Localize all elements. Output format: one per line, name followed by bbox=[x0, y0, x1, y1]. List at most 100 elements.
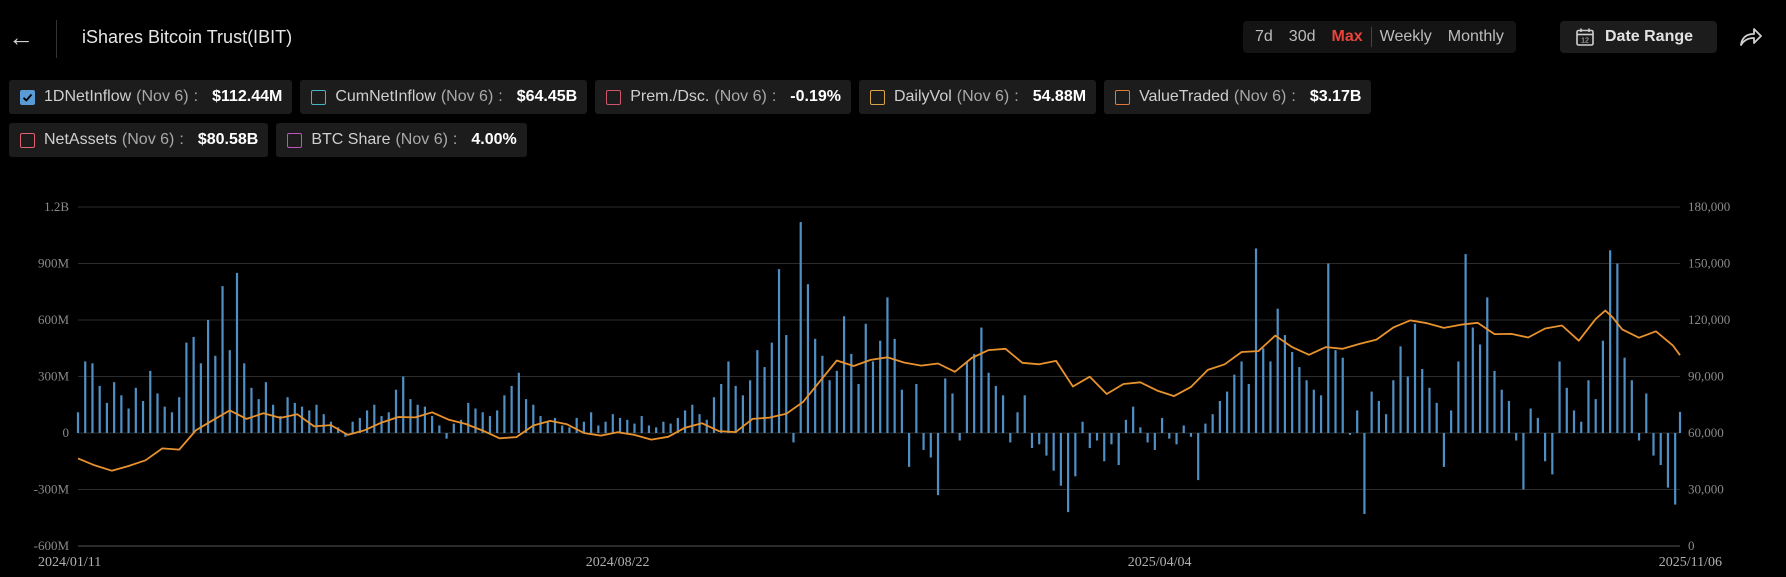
inflow-bar bbox=[503, 395, 506, 433]
legend-item-prem-dsc[interactable]: Prem./Dsc. (Nov 6): -0.19% bbox=[595, 80, 851, 114]
period-weekly-button[interactable]: Weekly bbox=[1379, 28, 1432, 45]
inflow-bar bbox=[496, 410, 499, 433]
checkbox-icon[interactable] bbox=[869, 89, 885, 105]
inflow-bar bbox=[568, 427, 571, 433]
inflow-bar bbox=[821, 355, 824, 433]
range-max-button[interactable]: Max bbox=[1331, 28, 1363, 45]
y-right-tick-label: 0 bbox=[1688, 538, 1695, 553]
inflow-bar bbox=[1580, 421, 1583, 433]
inflow-bar bbox=[864, 323, 867, 433]
svg-text:12: 12 bbox=[1581, 38, 1589, 45]
inflow-bar bbox=[1356, 410, 1359, 433]
inflow-bar bbox=[1565, 387, 1568, 433]
legend-date: (Nov 6) bbox=[714, 88, 767, 105]
legend-value: 4.00% bbox=[471, 131, 517, 148]
inflow-bar bbox=[1630, 380, 1633, 433]
inflow-bar bbox=[1095, 433, 1099, 441]
range-divider bbox=[1370, 27, 1372, 47]
inflow-bar bbox=[712, 397, 716, 433]
inflow-bar bbox=[322, 414, 325, 433]
inflow-bar bbox=[1269, 361, 1272, 433]
legend-label: CumNetInflow bbox=[335, 88, 436, 105]
checkbox-checked-icon[interactable] bbox=[20, 89, 35, 105]
inflow-bar bbox=[1486, 297, 1489, 433]
inflow-bar bbox=[279, 416, 282, 433]
range-7d-button[interactable]: 7d bbox=[1255, 28, 1273, 45]
y-right-tick-label: 150,000 bbox=[1688, 256, 1730, 271]
inflow-bar bbox=[929, 433, 932, 458]
inflow-bar bbox=[423, 406, 426, 433]
inflow-bar bbox=[293, 402, 296, 433]
checkbox-icon[interactable] bbox=[287, 132, 303, 148]
inflow-bar bbox=[647, 425, 651, 433]
back-arrow-icon[interactable]: ← bbox=[8, 22, 34, 52]
checkbox-icon[interactable] bbox=[1115, 89, 1131, 105]
inflow-bar bbox=[402, 376, 405, 433]
inflow-bar bbox=[1124, 419, 1128, 433]
inflow-bar bbox=[394, 389, 398, 433]
inflow-bar bbox=[1153, 433, 1156, 450]
inflow-bar bbox=[597, 425, 600, 433]
inflow-bar bbox=[842, 316, 846, 433]
legend-item-cumnetinflow[interactable]: CumNetInflow (Nov 6): $64.45B bbox=[300, 80, 588, 114]
inflow-bar bbox=[835, 370, 838, 433]
inflow-bar bbox=[1045, 433, 1048, 456]
inflow-bar bbox=[308, 410, 311, 433]
inflow-bar bbox=[1609, 250, 1612, 433]
inflow-bar bbox=[1276, 308, 1279, 433]
inflow-bar bbox=[134, 387, 137, 433]
inflow-bar bbox=[1218, 400, 1221, 433]
inflow-bar bbox=[1023, 395, 1026, 433]
inflow-bar bbox=[1406, 376, 1409, 433]
inflow-bar bbox=[915, 384, 918, 433]
inflow-bar bbox=[1262, 348, 1265, 433]
legend-item-btc-share[interactable]: BTC Share (Nov 6):4.00% bbox=[276, 123, 527, 157]
inflow-bar bbox=[1384, 414, 1388, 433]
legend-separator: : bbox=[1014, 88, 1019, 105]
inflow-bar bbox=[1038, 433, 1041, 445]
legend-item-valuetraded[interactable]: ValueTraded (Nov 6): $3.17B bbox=[1104, 80, 1372, 114]
checkbox-icon[interactable] bbox=[606, 89, 622, 105]
inflow-bar bbox=[149, 370, 152, 433]
inflow-bar bbox=[445, 433, 448, 439]
inflow-bar bbox=[1551, 433, 1554, 475]
legend-item-netassets[interactable]: NetAssets (Nov 6): $80.58B bbox=[9, 123, 269, 157]
legend-item-1dnetinflow[interactable]: 1DNetInflow (Nov 6): $112.44M bbox=[9, 80, 293, 114]
inflow-bar bbox=[1341, 357, 1344, 433]
legend-row-2: NetAssets (Nov 6): $80.58B BTC Share (Nov 6)… bbox=[9, 123, 535, 157]
legend-separator: : bbox=[498, 88, 503, 105]
inflow-bar bbox=[561, 425, 564, 433]
inflow-bar bbox=[206, 320, 210, 433]
legend-value: $80.58B bbox=[197, 131, 259, 148]
legend-item-dailyvol[interactable]: DailyVol (Nov 6):54.88M bbox=[858, 80, 1097, 114]
inflow-bar bbox=[170, 412, 174, 433]
inflow-bar bbox=[828, 380, 831, 433]
inflow-bar bbox=[604, 421, 607, 433]
inflow-bar bbox=[575, 417, 578, 433]
checkbox-icon[interactable] bbox=[311, 89, 327, 105]
inflow-bar bbox=[380, 416, 383, 433]
inflow-bar bbox=[1016, 412, 1019, 433]
range-30d-button[interactable]: 30d bbox=[1288, 28, 1316, 45]
inflow-bar bbox=[1399, 346, 1402, 433]
inflow-bar bbox=[510, 385, 513, 433]
legend-label: Prem./Dsc. bbox=[630, 88, 710, 105]
inflow-bar bbox=[973, 353, 976, 433]
period-monthly-button[interactable]: Monthly bbox=[1447, 28, 1504, 45]
inflow-bar bbox=[91, 363, 94, 433]
checkbox-icon[interactable] bbox=[20, 132, 35, 148]
inflow-bar bbox=[192, 336, 195, 433]
legend-label: ValueTraded bbox=[1139, 88, 1229, 105]
inflow-bar bbox=[1139, 427, 1142, 433]
inflow-bar bbox=[1652, 433, 1655, 456]
inflow-bar bbox=[792, 433, 795, 443]
y-left-tick-label: 900M bbox=[38, 256, 70, 271]
inflow-bar bbox=[113, 382, 116, 433]
share-icon[interactable] bbox=[1737, 24, 1763, 50]
inflow-bar bbox=[893, 338, 896, 433]
y-left-tick-label: 600M bbox=[38, 312, 70, 327]
inflow-bar bbox=[1117, 433, 1120, 466]
inflow-bar bbox=[539, 416, 542, 433]
inflow-bar bbox=[416, 404, 419, 433]
date-range-button[interactable]: 12 Date Range bbox=[1560, 21, 1717, 53]
